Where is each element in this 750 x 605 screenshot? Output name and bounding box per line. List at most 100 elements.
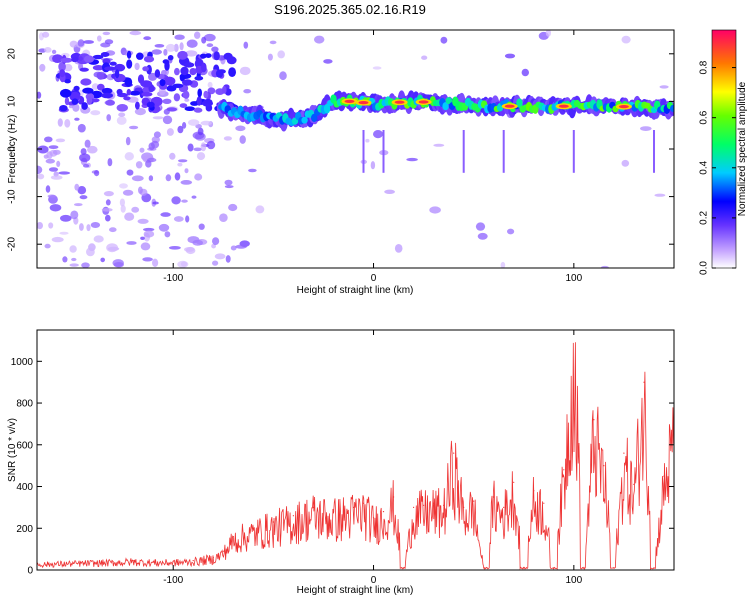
noise-blob <box>78 56 84 61</box>
noise-blob <box>159 79 166 87</box>
noise-blob <box>621 159 630 167</box>
snr-point <box>393 496 395 498</box>
noise-blob <box>39 63 46 72</box>
noise-blob <box>129 30 142 36</box>
noise-blob <box>171 196 181 205</box>
noise-blob <box>225 255 231 263</box>
ridge-streak <box>382 130 385 173</box>
noise-blob <box>105 199 111 206</box>
noise-blob <box>223 136 232 141</box>
noise-blob <box>101 208 113 212</box>
noise-blob <box>148 175 154 182</box>
noise-blob <box>134 62 140 71</box>
noise-blob <box>180 180 193 185</box>
noise-blob <box>80 148 87 155</box>
noise-blob <box>196 152 206 161</box>
noise-blob <box>109 61 117 66</box>
noise-blob <box>90 110 101 116</box>
noise-blob <box>97 72 105 80</box>
noise-blob <box>79 153 91 162</box>
snr-point <box>272 521 274 523</box>
noise-blob <box>122 189 134 196</box>
noise-blob <box>105 214 111 222</box>
snr-point <box>663 475 665 477</box>
noise-blob <box>82 87 94 94</box>
noise-blob <box>162 98 172 105</box>
spectrogram-background <box>37 30 674 268</box>
snr-point <box>523 567 525 569</box>
noise-blob <box>206 43 214 48</box>
ridge-hotspot-core <box>358 101 369 105</box>
noise-blob <box>163 76 176 86</box>
snr-point <box>172 561 174 563</box>
noise-blob <box>106 243 118 253</box>
ridge-hotspot-core <box>344 99 355 103</box>
noise-blob <box>224 185 234 189</box>
snr-point <box>443 504 445 506</box>
noise-blob <box>140 242 151 251</box>
noise-blob <box>74 183 80 191</box>
noise-blob <box>73 85 80 91</box>
noise-blob <box>433 143 445 147</box>
noise-blob <box>323 59 333 64</box>
noise-blob <box>507 228 515 235</box>
noise-blob <box>124 152 134 161</box>
noise-blob <box>105 99 115 106</box>
noise-blob <box>154 69 161 78</box>
noise-blob <box>201 36 207 44</box>
noise-blob <box>74 203 83 207</box>
noise-blob <box>143 230 155 238</box>
snr-point <box>72 562 74 564</box>
noise-blob <box>143 56 155 63</box>
noise-blob <box>51 236 64 243</box>
noise-blob <box>87 145 98 154</box>
noise-blob <box>90 222 101 228</box>
noise-blob <box>440 36 448 44</box>
noise-blob <box>248 168 257 173</box>
noise-blob <box>81 262 90 268</box>
noise-blob <box>48 167 59 172</box>
noise-blob <box>185 215 190 223</box>
noise-blob <box>659 85 669 89</box>
colorbar-tick-label: 0.8 <box>699 60 710 74</box>
noise-blob <box>198 223 205 230</box>
noise-blob <box>59 88 72 98</box>
noise-blob <box>475 222 486 231</box>
noise-blob <box>189 68 197 76</box>
noise-blob <box>46 151 53 159</box>
noise-blob <box>279 71 287 81</box>
noise-blob <box>134 108 146 116</box>
noise-blob <box>142 66 149 72</box>
noise-blob <box>226 56 237 65</box>
noise-blob <box>126 50 132 59</box>
noise-blob <box>83 55 95 63</box>
snr-point <box>362 502 365 504</box>
snr-point <box>433 502 435 504</box>
spectrogram-frame <box>36 29 675 269</box>
snr-point <box>503 506 505 508</box>
noise-blob <box>168 246 181 250</box>
noise-blob <box>91 83 99 90</box>
snr-point <box>553 567 555 569</box>
noise-blob <box>97 83 105 91</box>
snr-point <box>372 517 375 519</box>
snr-point <box>603 465 605 467</box>
y-tick-label: 0 <box>27 566 33 577</box>
noise-blob <box>173 43 179 53</box>
noise-blob <box>188 119 200 126</box>
y-tick-label: -20 <box>7 237 18 252</box>
noise-blob <box>200 53 207 59</box>
noise-blob <box>137 218 149 224</box>
noise-blob <box>42 31 50 38</box>
noise-blob <box>37 165 43 175</box>
noise-blob <box>45 158 55 164</box>
noise-blob <box>190 101 199 106</box>
noise-blob <box>129 125 139 130</box>
ridge-hotspot-core <box>394 100 405 104</box>
noise-blob <box>44 47 52 53</box>
y-tick-label: 400 <box>16 482 33 493</box>
noise-blob <box>55 138 66 143</box>
